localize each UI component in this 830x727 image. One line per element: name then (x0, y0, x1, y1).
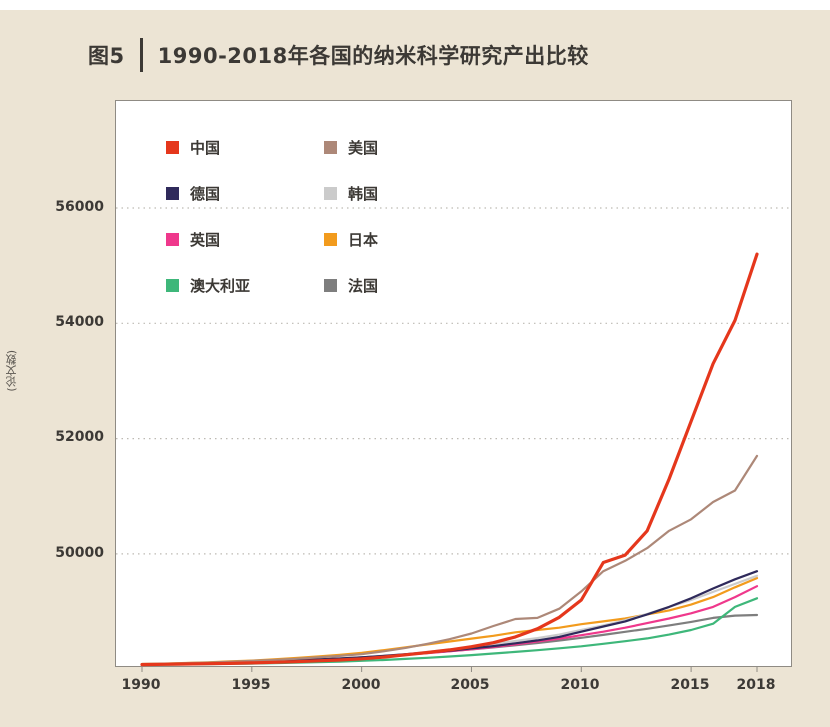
legend-swatch-uk (166, 233, 179, 246)
figure-label: 图5 (88, 44, 125, 68)
figure-header: 图5 1990-2018年各国的纳米科学研究产出比较 (88, 38, 589, 72)
legend-label-japan: 日本 (348, 231, 379, 249)
xtick-label-2015: 2015 (670, 677, 710, 693)
legend-swatch-france (324, 279, 337, 292)
legend-swatch-australia (166, 279, 179, 292)
legend-label-germany: 德国 (190, 185, 221, 203)
legend-item-japan: 日本 (324, 229, 378, 250)
legend-item-germany: 德国 (166, 183, 324, 204)
plot-area: 中国 美国 德国 韩国 英国 日本 (115, 100, 792, 672)
legend-item-france: 法国 (324, 275, 378, 296)
figure-divider (139, 38, 143, 72)
xtick-label-1995: 1995 (231, 677, 271, 693)
xtick-label-2005: 2005 (450, 677, 490, 693)
xtick-label-2018: 2018 (736, 677, 776, 693)
legend-swatch-korea (324, 187, 337, 200)
legend-label-usa: 美国 (348, 139, 379, 157)
ytick-label-50000: 50000 (55, 545, 104, 561)
figure-title: 1990-2018年各国的纳米科学研究产出比较 (157, 44, 589, 68)
legend-label-korea: 韩国 (348, 185, 379, 203)
ytick-label-54000: 54000 (55, 314, 104, 330)
legend-label-china: 中国 (190, 139, 221, 157)
series-line-0 (140, 252, 759, 667)
legend: 中国 美国 德国 韩国 英国 日本 (166, 137, 378, 296)
xtick-label-1990: 1990 (121, 677, 161, 693)
top-strip (0, 0, 830, 10)
xtick-label-2010: 2010 (560, 677, 600, 693)
ytick-label-56000: 56000 (55, 199, 104, 215)
legend-swatch-usa (324, 141, 337, 154)
ytick-label-52000: 52000 (55, 429, 104, 445)
legend-item-korea: 韩国 (324, 183, 378, 204)
legend-swatch-germany (166, 187, 179, 200)
y-axis-title: (论文数) (5, 350, 18, 392)
legend-label-france: 法国 (348, 277, 379, 295)
legend-swatch-japan (324, 233, 337, 246)
series-line-1 (140, 454, 759, 666)
legend-item-usa: 美国 (324, 137, 378, 158)
legend-label-uk: 英国 (190, 231, 221, 249)
legend-swatch-china (166, 141, 179, 154)
legend-label-australia: 澳大利亚 (190, 277, 251, 295)
xtick-label-2000: 2000 (341, 677, 381, 693)
legend-item-uk: 英国 (166, 229, 324, 250)
legend-item-china: 中国 (166, 137, 324, 158)
chart-svg (116, 207, 791, 672)
legend-item-australia: 澳大利亚 (166, 275, 324, 296)
